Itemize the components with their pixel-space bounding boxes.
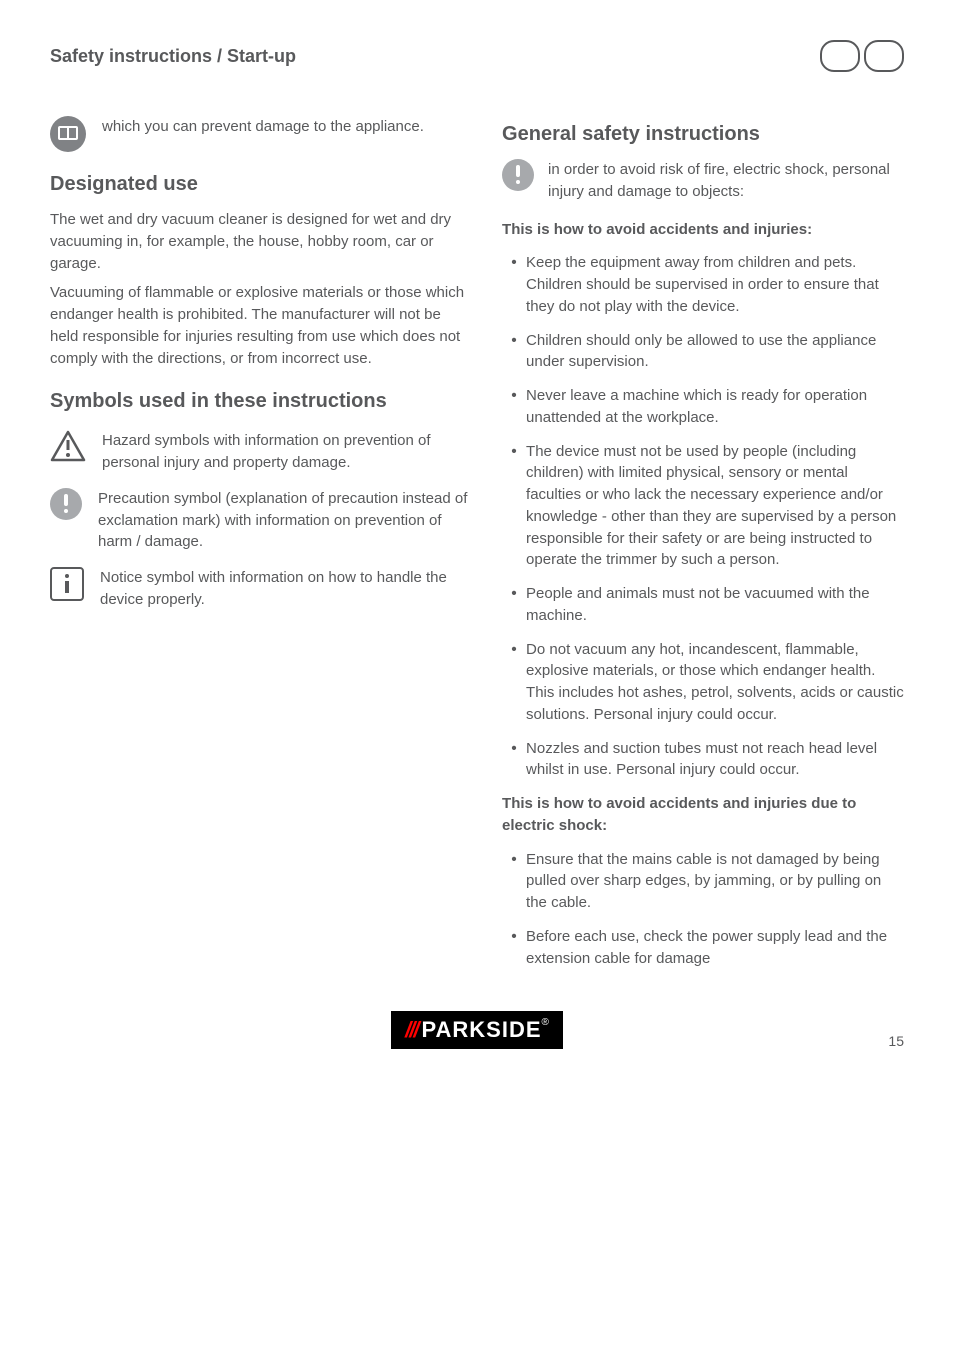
bullet-3: Never leave a machine which is ready for… bbox=[526, 385, 904, 429]
safety-bullets: •Keep the equipment away from children a… bbox=[502, 252, 904, 781]
designated-paragraph-1: The wet and dry vacuum cleaner is design… bbox=[50, 209, 472, 274]
heading-designated-use: Designated use bbox=[50, 170, 472, 199]
manual-icon-text: which you can prevent damage to the appl… bbox=[102, 116, 472, 138]
warning-triangle-text: Hazard symbols with information on preve… bbox=[102, 430, 472, 474]
alert-solid-icon bbox=[50, 488, 82, 520]
language-badges bbox=[820, 40, 904, 72]
heading-symbols: Symbols used in these instructions bbox=[50, 387, 472, 416]
alert-solid-icon-2 bbox=[502, 159, 534, 191]
electrical-bullets: •Ensure that the mains cable is not dama… bbox=[502, 849, 904, 970]
bullet-6: Do not vacuum any hot, incandescent, fla… bbox=[526, 639, 904, 726]
bullet-2: Children should only be allowed to use t… bbox=[526, 330, 904, 374]
brand-slashes-icon: /// bbox=[405, 1017, 417, 1042]
info-icon bbox=[50, 567, 84, 601]
right-column: General safety instructions in order to … bbox=[502, 102, 904, 981]
page-number: 15 bbox=[888, 1033, 904, 1049]
bullet-e1: Ensure that the mains cable is not damag… bbox=[526, 849, 904, 914]
bullet-4: The device must not be used by people (i… bbox=[526, 441, 904, 572]
lang-badge-ie bbox=[864, 40, 904, 72]
left-column: which you can prevent damage to the appl… bbox=[50, 102, 472, 981]
brand-name-text: PARKSIDE bbox=[421, 1017, 541, 1042]
general-safety-warn-text: in order to avoid risk of fire, electric… bbox=[548, 159, 904, 203]
manual-icon bbox=[50, 116, 86, 152]
bullet-e2: Before each use, check the power supply … bbox=[526, 926, 904, 970]
lang-badge-gb bbox=[820, 40, 860, 72]
brand-registered-icon: ® bbox=[542, 1017, 549, 1028]
header-title: Safety instructions / Start-up bbox=[50, 46, 296, 67]
warning-triangle-icon bbox=[50, 430, 86, 462]
bullet-5: People and animals must not be vacuumed … bbox=[526, 583, 904, 627]
designated-paragraph-2: Vacuuming of flammable or explosive mate… bbox=[50, 282, 472, 369]
bullet-1: Keep the equipment away from children an… bbox=[526, 252, 904, 317]
info-text: Notice symbol with information on how to… bbox=[100, 567, 472, 611]
heading-general-safety: General safety instructions bbox=[502, 120, 904, 149]
alert-solid-text: Precaution symbol (explanation of precau… bbox=[98, 488, 472, 553]
bullet-7: Nozzles and suction tubes must not reach… bbox=[526, 738, 904, 782]
subheading-avoid-accidents: This is how to avoid accidents and injur… bbox=[502, 221, 812, 238]
subheading-electrical: This is how to avoid accidents and injur… bbox=[502, 795, 856, 834]
brand-logo: /// PARKSIDE® bbox=[391, 1011, 563, 1049]
